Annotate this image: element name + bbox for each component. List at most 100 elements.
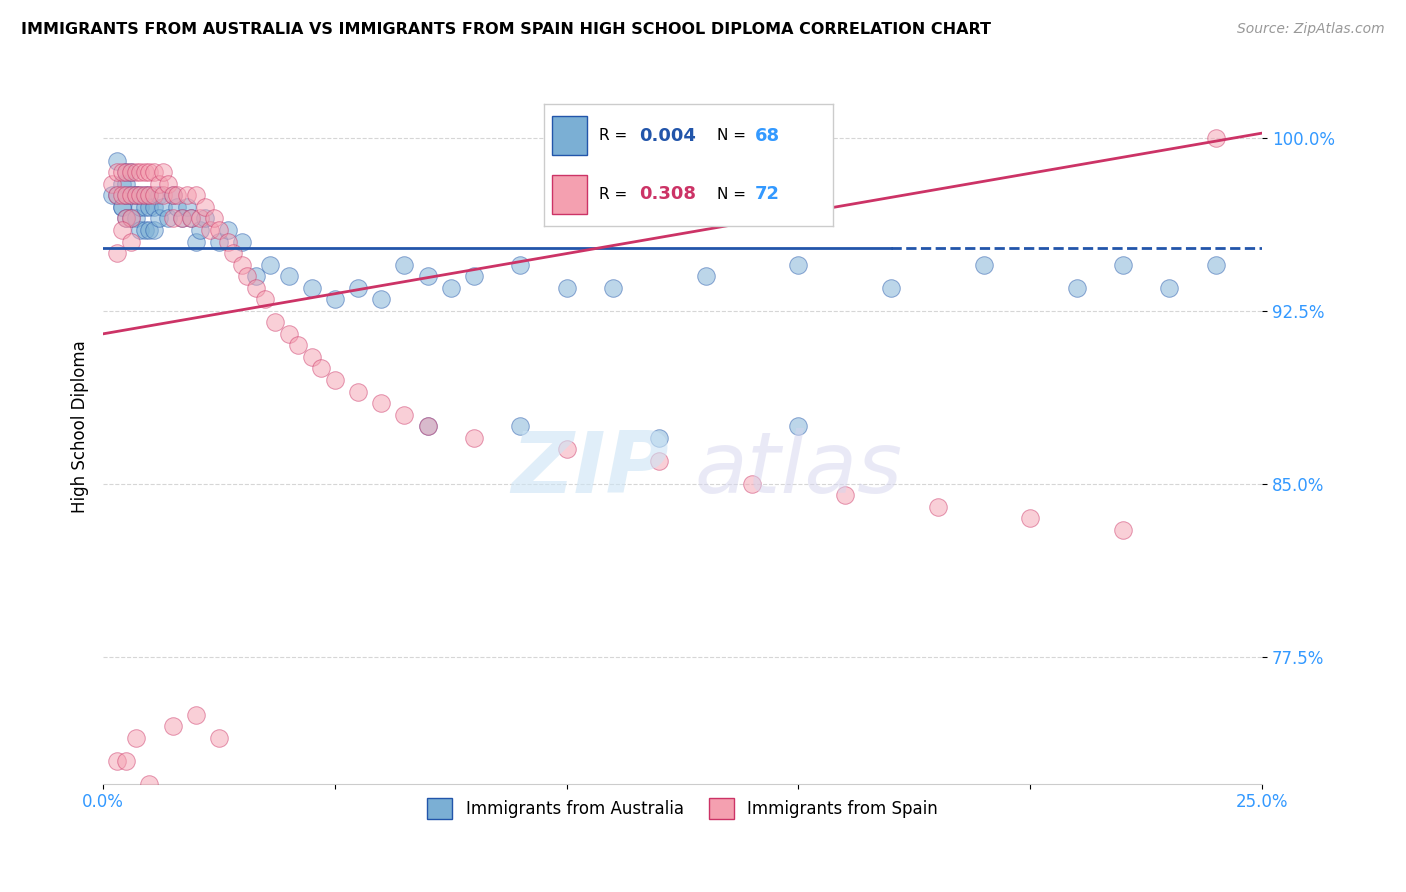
Point <box>129 165 152 179</box>
Point <box>115 188 138 202</box>
Point <box>198 223 221 237</box>
Point <box>124 165 146 179</box>
Point <box>394 258 416 272</box>
Point <box>120 165 142 179</box>
Point <box>184 235 207 249</box>
Point <box>202 211 225 226</box>
Text: atlas: atlas <box>695 427 903 510</box>
Point <box>973 258 995 272</box>
Point <box>301 350 323 364</box>
Point <box>138 223 160 237</box>
Point <box>134 188 156 202</box>
Point <box>124 188 146 202</box>
Point <box>124 188 146 202</box>
Point <box>115 211 138 226</box>
Point <box>120 165 142 179</box>
Point <box>834 488 856 502</box>
Point <box>347 384 370 399</box>
Point <box>236 269 259 284</box>
Point <box>1205 130 1227 145</box>
Point <box>105 188 128 202</box>
Point <box>509 419 531 434</box>
Point <box>323 292 346 306</box>
Point <box>124 188 146 202</box>
Point <box>245 281 267 295</box>
Point <box>254 292 277 306</box>
Point <box>143 223 166 237</box>
Point <box>416 419 439 434</box>
Point <box>170 211 193 226</box>
Point <box>143 188 166 202</box>
Point <box>323 373 346 387</box>
Point <box>347 281 370 295</box>
Point <box>1112 523 1135 537</box>
Point <box>162 719 184 733</box>
Text: ZIP: ZIP <box>510 427 669 510</box>
Point <box>157 177 180 191</box>
Point <box>287 338 309 352</box>
Point <box>111 177 134 191</box>
Point <box>695 269 717 284</box>
Point <box>555 442 578 457</box>
Point <box>115 188 138 202</box>
Point <box>184 188 207 202</box>
Point <box>208 235 231 249</box>
Point <box>787 258 810 272</box>
Point <box>555 281 578 295</box>
Point <box>1159 281 1181 295</box>
Point <box>152 165 174 179</box>
Point <box>440 281 463 295</box>
Point <box>105 188 128 202</box>
Point <box>111 223 134 237</box>
Point <box>143 165 166 179</box>
Point <box>259 258 281 272</box>
Point <box>162 188 184 202</box>
Point <box>194 200 217 214</box>
Point <box>231 258 253 272</box>
Point <box>138 188 160 202</box>
Point <box>152 200 174 214</box>
Point <box>134 223 156 237</box>
Point <box>115 754 138 768</box>
Point <box>162 211 184 226</box>
Point <box>124 731 146 745</box>
Point <box>115 165 138 179</box>
Point <box>416 269 439 284</box>
Point <box>148 177 170 191</box>
Point <box>463 269 485 284</box>
Point <box>648 431 671 445</box>
Point <box>134 188 156 202</box>
Point <box>120 211 142 226</box>
Point <box>111 188 134 202</box>
Point <box>115 165 138 179</box>
Point <box>148 188 170 202</box>
Point <box>111 200 134 214</box>
Point <box>184 707 207 722</box>
Y-axis label: High School Diploma: High School Diploma <box>72 340 89 513</box>
Point <box>134 200 156 214</box>
Point <box>138 200 160 214</box>
Point <box>180 211 202 226</box>
Point <box>143 200 166 214</box>
Point <box>105 153 128 168</box>
Point <box>111 200 134 214</box>
Point <box>115 211 138 226</box>
Point <box>120 235 142 249</box>
Point <box>1066 281 1088 295</box>
Point <box>1205 258 1227 272</box>
Point <box>208 731 231 745</box>
Point <box>162 188 184 202</box>
Text: Source: ZipAtlas.com: Source: ZipAtlas.com <box>1237 22 1385 37</box>
Point <box>166 200 188 214</box>
Point <box>180 211 202 226</box>
Point <box>152 188 174 202</box>
Point <box>138 188 160 202</box>
Point <box>138 165 160 179</box>
Point <box>129 200 152 214</box>
Point <box>880 281 903 295</box>
Point <box>176 200 198 214</box>
Point <box>463 431 485 445</box>
Point <box>148 211 170 226</box>
Point <box>105 165 128 179</box>
Point <box>509 258 531 272</box>
